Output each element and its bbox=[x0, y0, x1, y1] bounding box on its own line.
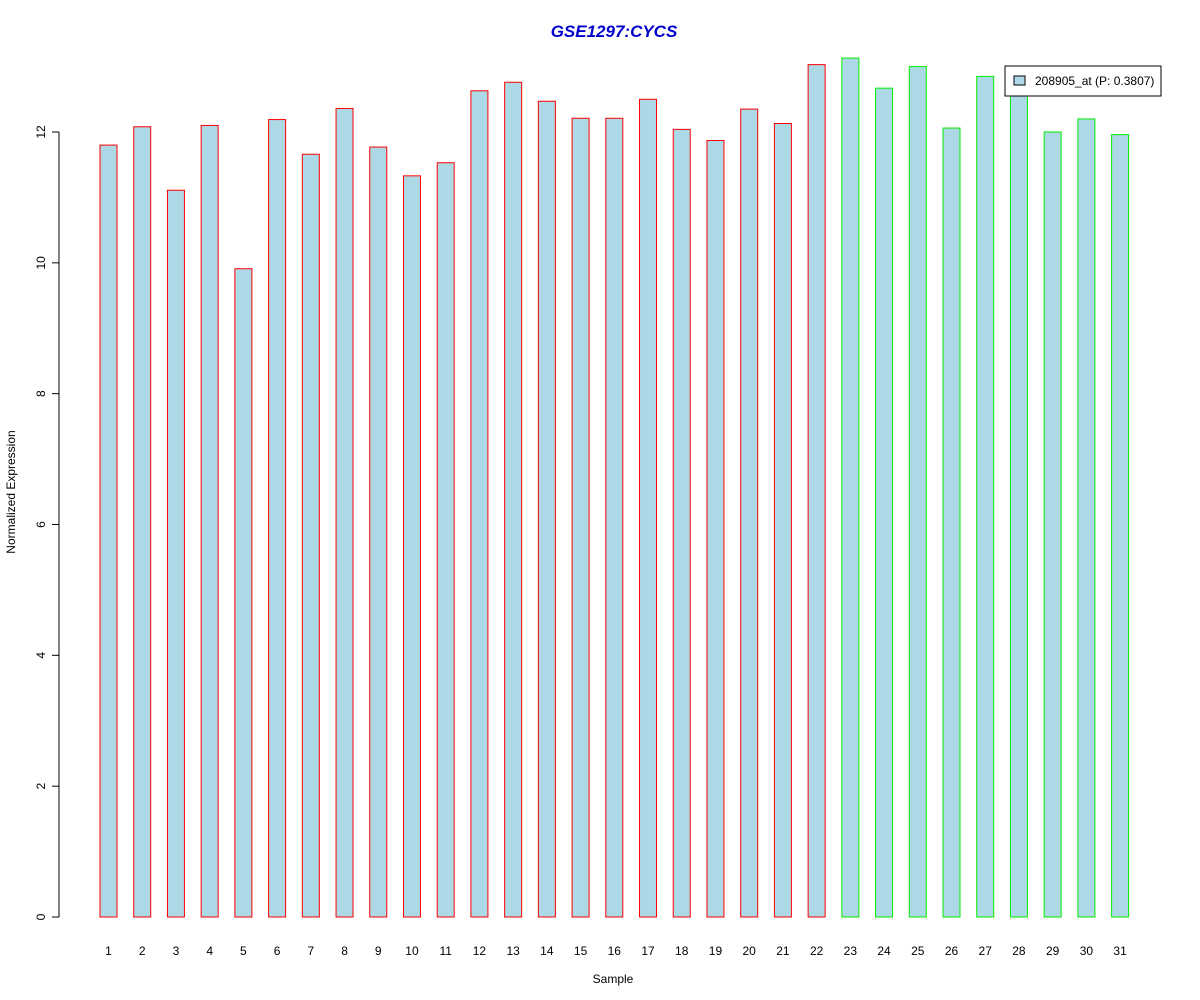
bar-sample-19 bbox=[706, 140, 725, 918]
bar-sample-8 bbox=[335, 107, 354, 918]
x-tick-label: 18 bbox=[675, 944, 689, 958]
y-tick-label: 10 bbox=[34, 256, 48, 270]
bar-sample-16 bbox=[605, 117, 624, 918]
bar-sample-17 bbox=[639, 98, 658, 918]
bar-sample-29 bbox=[1043, 131, 1062, 918]
y-tick-label: 8 bbox=[34, 390, 48, 397]
x-tick-label: 1 bbox=[105, 944, 112, 958]
bar-sample-18 bbox=[672, 128, 691, 918]
x-tick-label: 4 bbox=[206, 944, 213, 958]
bar-sample-22 bbox=[807, 64, 826, 918]
x-tick-label: 14 bbox=[540, 944, 554, 958]
x-tick-label: 30 bbox=[1080, 944, 1094, 958]
x-tick-label: 10 bbox=[405, 944, 419, 958]
bar-sample-25 bbox=[908, 66, 927, 918]
y-tick-label: 2 bbox=[34, 783, 48, 790]
x-axis-label: Sample bbox=[593, 972, 634, 986]
x-tick-label: 19 bbox=[709, 944, 723, 958]
y-axis-label: Normalized Expression bbox=[4, 430, 18, 553]
x-tick-label: 3 bbox=[173, 944, 180, 958]
legend-label: 208905_at (P: 0.3807) bbox=[1035, 74, 1154, 88]
bar-sample-13 bbox=[504, 81, 523, 918]
x-tick-label: 5 bbox=[240, 944, 247, 958]
bar-sample-26 bbox=[942, 127, 961, 918]
x-tick-label: 22 bbox=[810, 944, 824, 958]
y-tick-label: 12 bbox=[34, 125, 48, 139]
x-tick-label: 29 bbox=[1046, 944, 1060, 958]
bar-sample-1 bbox=[99, 144, 118, 918]
x-tick-label: 2 bbox=[139, 944, 146, 958]
y-tick-label: 4 bbox=[34, 652, 48, 659]
y-tick-label: 0 bbox=[34, 913, 48, 920]
bar-sample-12 bbox=[470, 90, 489, 918]
x-tick-label: 20 bbox=[743, 944, 757, 958]
bar-sample-28 bbox=[1009, 81, 1028, 918]
bar-sample-10 bbox=[402, 175, 421, 918]
bar-sample-9 bbox=[369, 146, 388, 918]
y-axis: 0 2 4 6 8 10 12 bbox=[34, 125, 60, 920]
x-tick-label: 9 bbox=[375, 944, 382, 958]
chart-title: GSE1297:CYCS bbox=[551, 22, 678, 41]
x-tick-label: 7 bbox=[307, 944, 314, 958]
x-tick-label: 26 bbox=[945, 944, 959, 958]
bar-sample-24 bbox=[875, 87, 894, 918]
bar-sample-31 bbox=[1111, 134, 1130, 918]
x-tick-label: 25 bbox=[911, 944, 925, 958]
legend: 208905_at (P: 0.3807) bbox=[1004, 65, 1162, 97]
bar-sample-20 bbox=[740, 108, 759, 918]
y-tick-label: 6 bbox=[34, 521, 48, 528]
legend-box bbox=[1004, 65, 1162, 97]
x-tick-label: 12 bbox=[473, 944, 487, 958]
bar-sample-7 bbox=[301, 153, 320, 918]
bar-sample-23 bbox=[841, 57, 860, 918]
x-tick-label: 8 bbox=[341, 944, 348, 958]
x-tick-label: 6 bbox=[274, 944, 281, 958]
x-tick-label: 24 bbox=[877, 944, 891, 958]
bar-sample-4 bbox=[200, 124, 219, 918]
bar-sample-15 bbox=[571, 117, 590, 918]
x-tick-labels: 1 2 3 4 5 6 7 8 9 10 11 12 13 14 15 16 17 18 19 20 21 22 23 24 2… bbox=[105, 944, 1127, 958]
x-tick-label: 11 bbox=[439, 944, 452, 958]
bar-sample-21 bbox=[773, 123, 792, 918]
x-tick-label: 13 bbox=[506, 944, 520, 958]
bar-sample-3 bbox=[166, 189, 185, 918]
x-tick-label: 28 bbox=[1012, 944, 1026, 958]
bar-sample-27 bbox=[976, 75, 995, 918]
bar-sample-30 bbox=[1077, 118, 1096, 918]
x-tick-label: 17 bbox=[641, 944, 655, 958]
bar-sample-5 bbox=[234, 268, 253, 918]
x-tick-label: 21 bbox=[776, 944, 790, 958]
legend-swatch bbox=[1013, 75, 1026, 86]
x-tick-label: 16 bbox=[608, 944, 622, 958]
x-tick-label: 31 bbox=[1113, 944, 1127, 958]
bars-group bbox=[99, 57, 1130, 918]
x-tick-label: 15 bbox=[574, 944, 588, 958]
bar-sample-6 bbox=[268, 119, 287, 918]
x-tick-label: 23 bbox=[844, 944, 858, 958]
x-tick-label: 27 bbox=[979, 944, 993, 958]
bar-sample-2 bbox=[133, 126, 152, 918]
bar-sample-11 bbox=[436, 162, 455, 918]
bar-sample-14 bbox=[537, 100, 556, 918]
